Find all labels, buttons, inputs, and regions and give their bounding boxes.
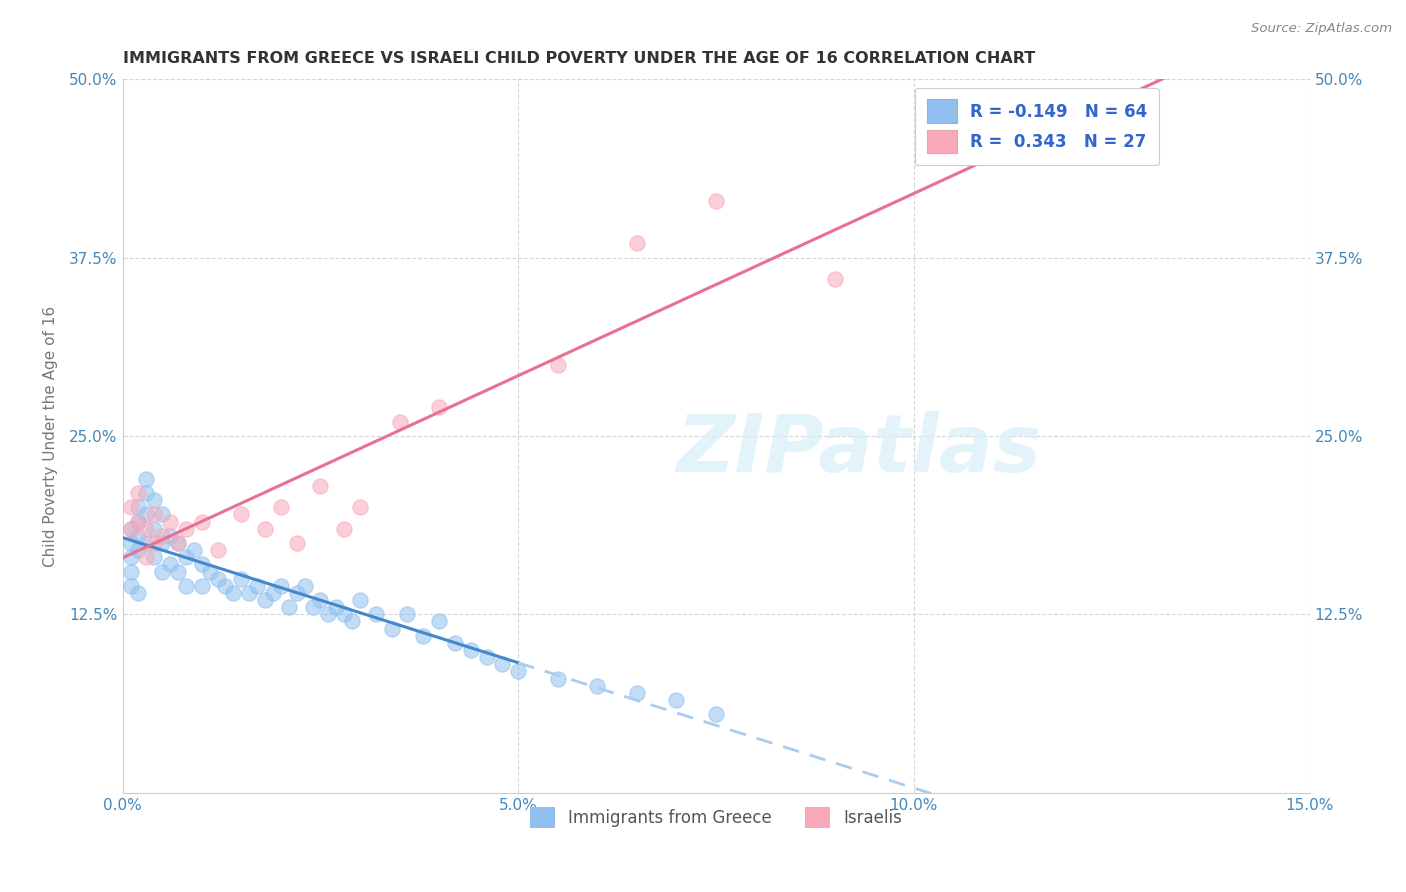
Point (277, 600, 299, 615)
Point (143, 508, 166, 522)
Point (135, 508, 157, 522)
Point (586, 679, 609, 693)
Point (349, 500, 371, 515)
Point (167, 536, 190, 550)
Point (159, 558, 181, 572)
Point (238, 586, 260, 600)
Point (190, 558, 212, 572)
Point (143, 493, 166, 508)
Point (127, 500, 149, 515)
Point (396, 607, 419, 622)
Point (508, 665, 530, 679)
Point (547, 358, 569, 372)
Legend: Immigrants from Greece, Israelis: Immigrants from Greece, Israelis (523, 801, 910, 834)
Point (150, 536, 173, 550)
Point (547, 672, 569, 686)
Point (270, 579, 292, 593)
Y-axis label: Child Poverty Under the Age of 16: Child Poverty Under the Age of 16 (44, 305, 58, 566)
Point (127, 543, 149, 558)
Point (325, 600, 347, 615)
Point (253, 593, 276, 607)
Point (262, 586, 284, 600)
Point (333, 607, 356, 622)
Point (120, 500, 142, 515)
Point (626, 686, 648, 700)
Point (127, 515, 149, 529)
Point (412, 629, 434, 643)
Point (285, 586, 308, 600)
Point (364, 607, 387, 622)
Point (309, 479, 332, 493)
Point (159, 529, 181, 543)
Point (120, 536, 142, 550)
Point (253, 522, 276, 536)
Point (381, 622, 404, 636)
Point (207, 572, 229, 586)
Point (127, 529, 149, 543)
Text: ZIPatlas: ZIPatlas (676, 411, 1040, 490)
Point (150, 565, 173, 579)
Text: Source: ZipAtlas.com: Source: ZipAtlas.com (1251, 22, 1392, 36)
Point (294, 579, 316, 593)
Point (270, 500, 292, 515)
Point (626, 236, 648, 251)
Point (665, 693, 688, 707)
Point (167, 565, 190, 579)
Point (475, 650, 498, 665)
Point (190, 515, 212, 529)
Point (183, 543, 205, 558)
Point (135, 522, 157, 536)
Point (120, 579, 142, 593)
Point (318, 607, 340, 622)
Point (135, 536, 157, 550)
Point (190, 579, 212, 593)
Point (174, 550, 197, 565)
Text: IMMIGRANTS FROM GREECE VS ISRAELI CHILD POVERTY UNDER THE AGE OF 16 CORRELATION : IMMIGRANTS FROM GREECE VS ISRAELI CHILD … (122, 51, 1035, 66)
Point (120, 522, 142, 536)
Point (491, 657, 513, 672)
Point (427, 401, 450, 415)
Point (704, 194, 727, 208)
Point (231, 572, 253, 586)
Point (159, 515, 181, 529)
Point (174, 522, 197, 536)
Point (127, 515, 149, 529)
Point (143, 550, 166, 565)
Point (127, 486, 149, 500)
Point (150, 508, 173, 522)
Point (246, 579, 269, 593)
Point (444, 636, 467, 650)
Point (135, 472, 157, 486)
Point (198, 565, 221, 579)
Point (388, 415, 411, 429)
Point (301, 600, 323, 615)
Point (143, 522, 166, 536)
Point (135, 486, 157, 500)
Point (120, 522, 142, 536)
Point (349, 593, 371, 607)
Point (333, 522, 356, 536)
Point (150, 529, 173, 543)
Point (120, 565, 142, 579)
Point (231, 508, 253, 522)
Point (309, 593, 332, 607)
Point (167, 536, 190, 550)
Point (214, 579, 236, 593)
Point (824, 272, 846, 286)
Point (143, 536, 166, 550)
Point (174, 579, 197, 593)
Point (704, 707, 727, 722)
Point (340, 615, 363, 629)
Point (460, 643, 482, 657)
Point (285, 536, 308, 550)
Point (135, 550, 157, 565)
Point (427, 615, 450, 629)
Point (207, 543, 229, 558)
Point (120, 550, 142, 565)
Point (222, 586, 245, 600)
Point (127, 586, 149, 600)
